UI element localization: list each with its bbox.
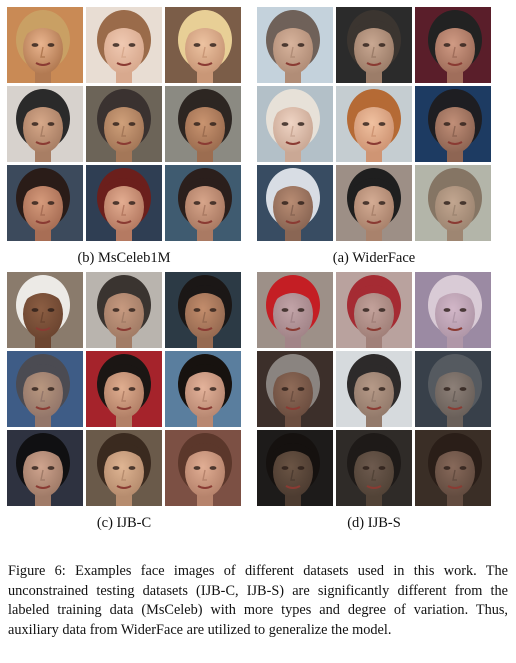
face-thumbnail [257, 351, 333, 427]
face-thumbnail [7, 7, 83, 83]
face-thumbnail [336, 430, 412, 506]
face-thumbnail [257, 165, 333, 241]
face-thumbnail [7, 272, 83, 348]
panel-label: (a) WiderFace [332, 250, 416, 266]
face-thumbnail [165, 7, 241, 83]
face-thumbnail [415, 272, 491, 348]
face-thumbnail [86, 165, 162, 241]
face-thumbnail [165, 272, 241, 348]
face-thumbnail [7, 86, 83, 162]
face-thumbnail [415, 7, 491, 83]
face-thumbnail [86, 351, 162, 427]
face-thumbnail [86, 7, 162, 83]
face-thumbnail [165, 430, 241, 506]
face-thumbnail [7, 430, 83, 506]
face-grid [257, 7, 491, 241]
panel-msceleb: (b) MsCeleb1M [7, 7, 241, 266]
face-thumbnail [257, 272, 333, 348]
face-grid [7, 272, 241, 506]
face-thumbnail [165, 165, 241, 241]
face-thumbnail [257, 86, 333, 162]
face-thumbnail [415, 351, 491, 427]
face-thumbnail [336, 272, 412, 348]
face-thumbnail [86, 430, 162, 506]
face-thumbnail [257, 430, 333, 506]
figure-caption: Figure 6: Examples face images of differ… [8, 563, 508, 638]
panel-label: (d) IJB-S [347, 515, 401, 531]
panel-label: (c) IJB-C [96, 515, 152, 531]
face-thumbnail [336, 165, 412, 241]
panel-ijbs: (d) IJB-S [257, 272, 491, 531]
face-grid [257, 272, 491, 506]
face-thumbnail [257, 7, 333, 83]
face-thumbnail [7, 165, 83, 241]
panel-label: (b) MsCeleb1M [77, 250, 171, 266]
face-thumbnail [336, 7, 412, 83]
face-thumbnail [86, 86, 162, 162]
panel-widerface: (a) WiderFace [257, 7, 491, 266]
face-thumbnail [336, 86, 412, 162]
face-thumbnail [415, 165, 491, 241]
face-thumbnail [86, 272, 162, 348]
face-thumbnail [415, 86, 491, 162]
face-thumbnail [415, 430, 491, 506]
face-thumbnail [336, 351, 412, 427]
face-grid [7, 7, 241, 241]
face-thumbnail [165, 351, 241, 427]
panel-ijbc: (c) IJB-C [7, 272, 241, 531]
face-thumbnail [165, 86, 241, 162]
face-thumbnail [7, 351, 83, 427]
